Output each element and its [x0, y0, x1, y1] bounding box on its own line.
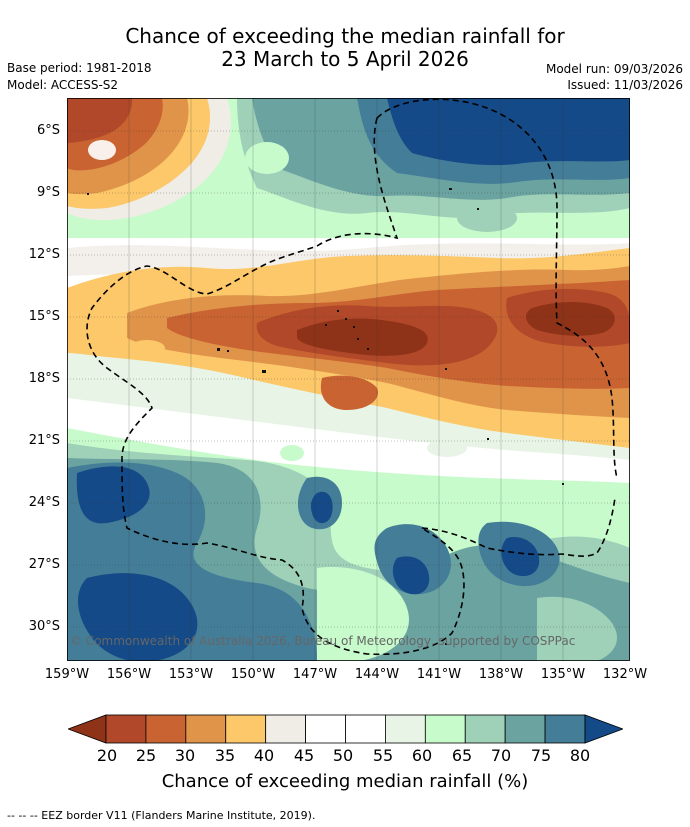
- lat-tick-label: 12°S: [28, 247, 60, 262]
- colorbar-segment: [185, 714, 227, 744]
- lon-tick-label: 144°W: [354, 667, 400, 682]
- colorbar-label: 50: [332, 746, 354, 765]
- model-name: Model: ACCESS-S2: [7, 78, 119, 92]
- lat-tick-label: 9°S: [36, 185, 60, 200]
- colorbar-label: 55: [372, 746, 394, 765]
- colorbar-segment: [464, 714, 506, 744]
- colorbar-label: 40: [253, 746, 275, 765]
- colorbar-segment: [105, 714, 147, 744]
- colorbar-segment: [544, 714, 586, 744]
- colorbar-segment: [424, 714, 466, 744]
- lon-tick-label: 150°W: [230, 667, 276, 682]
- colorbar-label: 80: [569, 746, 591, 765]
- lon-tick-label: 147°W: [292, 667, 338, 682]
- lat-tick-label: 21°S: [28, 433, 60, 448]
- colorbar-label: 60: [411, 746, 433, 765]
- lat-tick-label: 27°S: [28, 557, 60, 572]
- colorbar-label: 75: [530, 746, 552, 765]
- colorbar-segment: [145, 714, 187, 744]
- lat-tick-label: 30°S: [28, 619, 60, 634]
- lon-tick-label: 156°W: [106, 667, 152, 682]
- colorbar-segment: [225, 714, 267, 744]
- lat-tick-label: 18°S: [28, 371, 60, 386]
- colorbar-segment: [345, 714, 386, 744]
- issued-date: Issued: 11/03/2026: [567, 78, 683, 92]
- model-run: Model run: 09/03/2026: [545, 62, 683, 76]
- colorbar-label: 65: [451, 746, 473, 765]
- copyright-notice: © Commonwealth of Australia 2026, Bureau…: [70, 634, 576, 648]
- colorbar-label: 20: [96, 746, 118, 765]
- colorbar-title: Chance of exceeding median rainfall (%): [161, 771, 529, 792]
- colorbar-label: 30: [174, 746, 196, 765]
- lat-tick-label: 6°S: [36, 123, 60, 138]
- graticule: [67, 130, 630, 628]
- lon-tick-label: 159°W: [44, 667, 90, 682]
- colorbar-segment: [265, 714, 306, 744]
- base-period: Base period: 1981-2018: [7, 61, 152, 75]
- colorbar-segment: [504, 714, 546, 744]
- lon-tick-label: 153°W: [168, 667, 214, 682]
- colorbar: [66, 714, 625, 748]
- lat-tick-label: 24°S: [28, 495, 60, 510]
- eez-legend-note: -- -- -- EEZ border V11 (Flanders Marine…: [7, 809, 316, 822]
- colorbar-label: 25: [135, 746, 157, 765]
- rainfall-map: [67, 98, 630, 661]
- colorbar-segment: [305, 714, 346, 744]
- title-line-2: 23 March to 5 April 2026: [221, 47, 469, 71]
- title-line-1: Chance of exceeding the median rainfall …: [125, 24, 565, 48]
- colorbar-extend-low: [66, 714, 107, 744]
- colorbar-segment: [385, 714, 426, 744]
- lon-tick-label: 138°W: [478, 667, 524, 682]
- eez-borders: [86, 98, 618, 656]
- lat-tick-label: 15°S: [28, 309, 60, 324]
- colorbar-label: 70: [490, 746, 512, 765]
- colorbar-label: 45: [293, 746, 315, 765]
- lon-tick-label: 135°W: [540, 667, 586, 682]
- lon-tick-label: 132°W: [602, 667, 648, 682]
- lon-tick-label: 141°W: [416, 667, 462, 682]
- colorbar-label: 35: [214, 746, 236, 765]
- islands: [87, 188, 564, 645]
- colorbar-extend-high: [584, 714, 625, 744]
